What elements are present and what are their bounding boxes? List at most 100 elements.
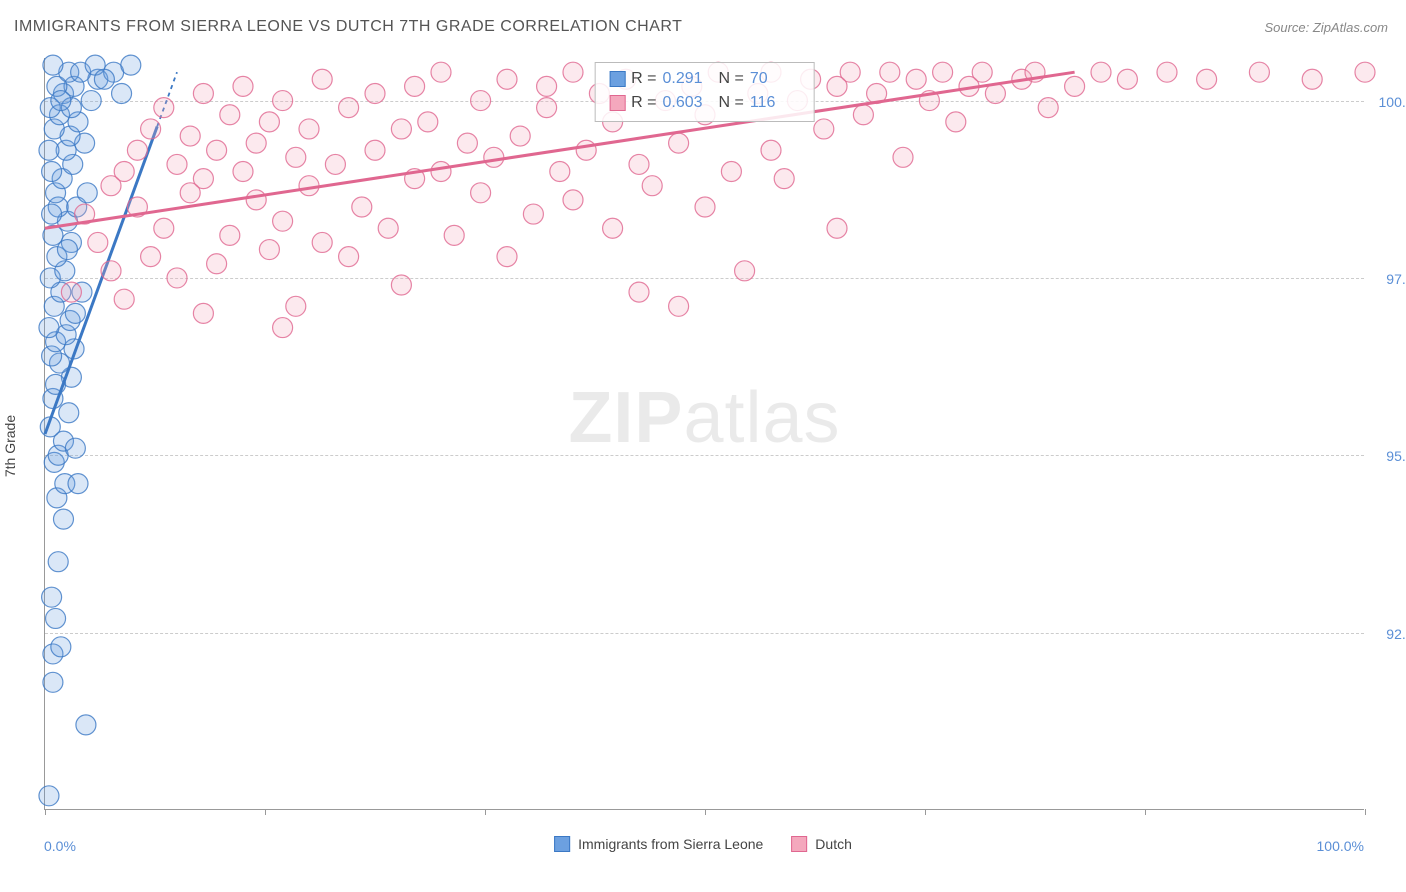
stats-row-series-1: R = 0.603 N = 116: [609, 91, 800, 115]
data-point-series-1: [61, 282, 81, 302]
data-point-series-0: [57, 240, 77, 260]
data-point-series-1: [1038, 98, 1058, 118]
data-point-series-1: [167, 154, 187, 174]
data-point-series-0: [42, 204, 62, 224]
data-point-series-1: [246, 133, 266, 153]
x-axis-label-max: 100.0%: [1317, 838, 1364, 854]
data-point-series-1: [365, 140, 385, 160]
data-point-series-1: [220, 105, 240, 125]
data-point-series-1: [933, 62, 953, 82]
data-point-series-0: [39, 318, 59, 338]
data-point-series-0: [59, 403, 79, 423]
data-point-series-1: [510, 126, 530, 146]
data-point-series-0: [43, 55, 63, 75]
data-point-series-1: [286, 147, 306, 167]
data-point-series-1: [563, 62, 583, 82]
data-point-series-1: [853, 105, 873, 125]
data-point-series-1: [259, 240, 279, 260]
data-point-series-1: [444, 225, 464, 245]
n-label: N =: [719, 91, 744, 115]
data-point-series-1: [840, 62, 860, 82]
legend-swatch-series-0: [609, 71, 625, 87]
data-point-series-1: [233, 76, 253, 96]
y-tick-label: 97.5%: [1386, 271, 1406, 287]
stats-legend: R = 0.291 N = 70 R = 0.603 N = 116: [594, 62, 815, 122]
data-point-series-1: [431, 162, 451, 182]
data-point-series-1: [972, 62, 992, 82]
r-value-series-0: 0.291: [663, 67, 713, 91]
data-point-series-0: [48, 552, 68, 572]
data-point-series-1: [1157, 62, 1177, 82]
data-point-series-1: [471, 183, 491, 203]
data-point-series-0: [53, 509, 73, 529]
source-attribution: Source: ZipAtlas.com: [1264, 20, 1388, 35]
r-value-series-1: 0.603: [663, 91, 713, 115]
data-point-series-1: [774, 169, 794, 189]
data-point-series-0: [42, 587, 62, 607]
data-point-series-1: [312, 69, 332, 89]
data-point-series-1: [1197, 69, 1217, 89]
data-point-series-0: [39, 786, 59, 806]
data-point-series-1: [141, 119, 161, 139]
data-point-series-1: [273, 91, 293, 111]
data-point-series-0: [77, 183, 97, 203]
y-tick-label: 95.0%: [1386, 448, 1406, 464]
data-point-series-1: [550, 162, 570, 182]
data-point-series-1: [418, 112, 438, 132]
data-point-series-1: [193, 83, 213, 103]
data-point-series-1: [127, 140, 147, 160]
legend-label-series-0: Immigrants from Sierra Leone: [578, 836, 763, 852]
x-tick: [705, 809, 706, 815]
scatter-chart: [45, 58, 1364, 809]
data-point-series-0: [51, 91, 71, 111]
data-point-series-1: [405, 76, 425, 96]
chart-title: IMMIGRANTS FROM SIERRA LEONE VS DUTCH 7T…: [14, 18, 682, 36]
data-point-series-1: [642, 176, 662, 196]
y-axis-title: 7th Grade: [2, 415, 18, 477]
data-point-series-1: [497, 247, 517, 267]
stats-row-series-0: R = 0.291 N = 70: [609, 67, 800, 91]
data-point-series-1: [576, 140, 596, 160]
n-value-series-1: 116: [750, 91, 800, 115]
data-point-series-1: [312, 232, 332, 252]
legend-swatch-series-0: [554, 836, 570, 852]
data-point-series-0: [112, 83, 132, 103]
legend-item-series-1: Dutch: [791, 836, 852, 852]
data-point-series-1: [378, 218, 398, 238]
data-point-series-1: [497, 69, 517, 89]
r-label: R =: [631, 91, 656, 115]
plot-area: 92.5%95.0%97.5%100.0% ZIPatlas R = 0.291…: [44, 58, 1364, 810]
data-point-series-0: [81, 91, 101, 111]
data-point-series-1: [259, 112, 279, 132]
x-tick: [1365, 809, 1366, 815]
data-point-series-1: [339, 247, 359, 267]
data-point-series-1: [167, 268, 187, 288]
data-point-series-1: [827, 218, 847, 238]
data-point-series-1: [299, 119, 319, 139]
data-point-series-1: [669, 296, 689, 316]
x-tick: [265, 809, 266, 815]
data-point-series-1: [1249, 62, 1269, 82]
data-point-series-0: [65, 438, 85, 458]
data-point-series-1: [906, 69, 926, 89]
y-tick-label: 92.5%: [1386, 626, 1406, 642]
data-point-series-1: [1117, 69, 1137, 89]
data-point-series-1: [893, 147, 913, 167]
legend-label-series-1: Dutch: [815, 836, 852, 852]
data-point-series-1: [154, 218, 174, 238]
data-point-series-0: [94, 69, 114, 89]
data-point-series-1: [629, 154, 649, 174]
data-point-series-1: [523, 204, 543, 224]
data-point-series-1: [1091, 62, 1111, 82]
data-point-series-1: [286, 296, 306, 316]
data-point-series-1: [141, 247, 161, 267]
data-point-series-0: [43, 672, 63, 692]
data-point-series-1: [669, 133, 689, 153]
data-point-series-1: [457, 133, 477, 153]
data-point-series-1: [101, 261, 121, 281]
data-point-series-1: [114, 289, 134, 309]
data-point-series-1: [1065, 76, 1085, 96]
data-point-series-1: [233, 162, 253, 182]
x-axis-label-min: 0.0%: [44, 838, 76, 854]
data-point-series-1: [246, 190, 266, 210]
